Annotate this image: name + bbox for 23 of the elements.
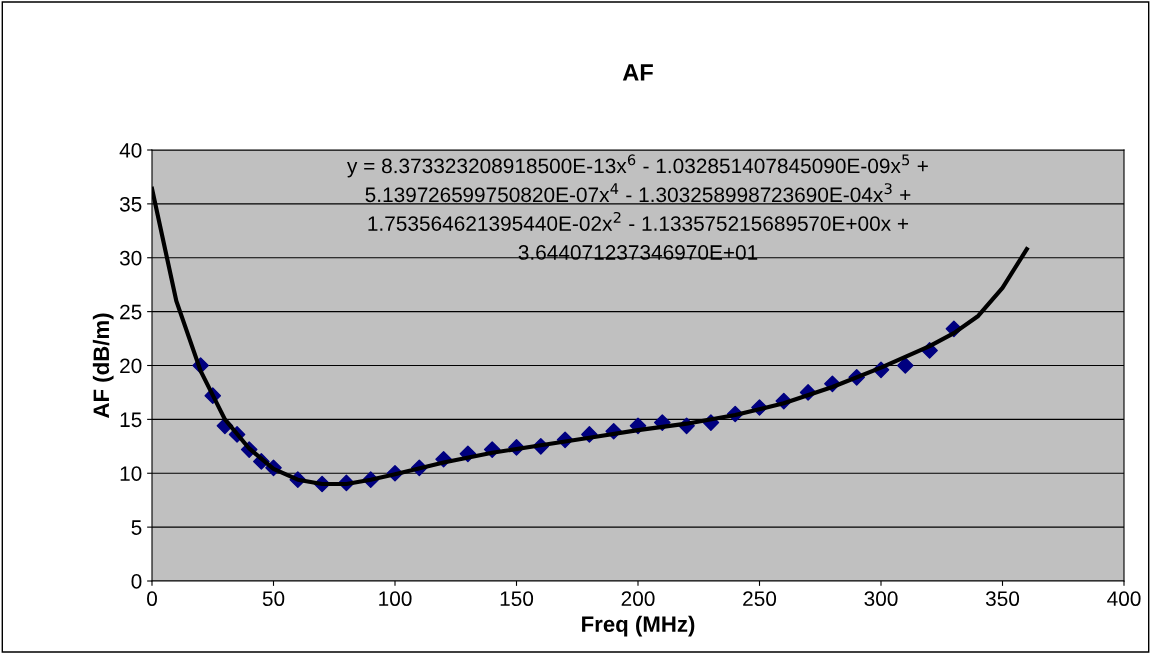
y-tick-label: 0 bbox=[131, 574, 142, 589]
y-axis-title: AF (dB/m) bbox=[92, 313, 114, 419]
x-tick-label: 300 bbox=[864, 591, 898, 607]
y-tick-label: 15 bbox=[120, 412, 142, 428]
y-tick-label: 5 bbox=[131, 520, 142, 535]
x-tick-label: 200 bbox=[621, 591, 655, 607]
x-tick-label: 250 bbox=[743, 591, 777, 607]
point bbox=[896, 357, 914, 374]
x-tick-label: 0 bbox=[147, 591, 157, 607]
x-tick-label: 350 bbox=[985, 591, 1020, 607]
x-axis-title: Freq (MHz) bbox=[582, 615, 695, 637]
y-tick-label: 25 bbox=[120, 304, 142, 320]
x-tick-label: 50 bbox=[262, 591, 285, 607]
text: y = 8.373323208918500E-13x$^{6}$ - 1.032851407845090E-09x$^{5}$ + 5.139726599750820E-07x$^{4}$ - 1.303258998723690E-04x$^{3}$ + 1.753564621395440E-02x$^{2}$ - 1.133575215689570E+00x + 3.644071237346970E+01 bbox=[347, 154, 928, 260]
x-tick-label: 100 bbox=[379, 591, 412, 607]
x-tick-label: 400 bbox=[1107, 591, 1141, 607]
y-tick-label: 40 bbox=[119, 143, 142, 158]
y-tick-label: 30 bbox=[119, 250, 142, 266]
y-tick-label: 20 bbox=[120, 358, 142, 374]
x-tick-label: 150 bbox=[500, 591, 534, 607]
y-tick-label: 35 bbox=[119, 196, 142, 212]
y-tick-label: 10 bbox=[120, 466, 142, 481]
chart-title: AF bbox=[622, 64, 653, 81]
